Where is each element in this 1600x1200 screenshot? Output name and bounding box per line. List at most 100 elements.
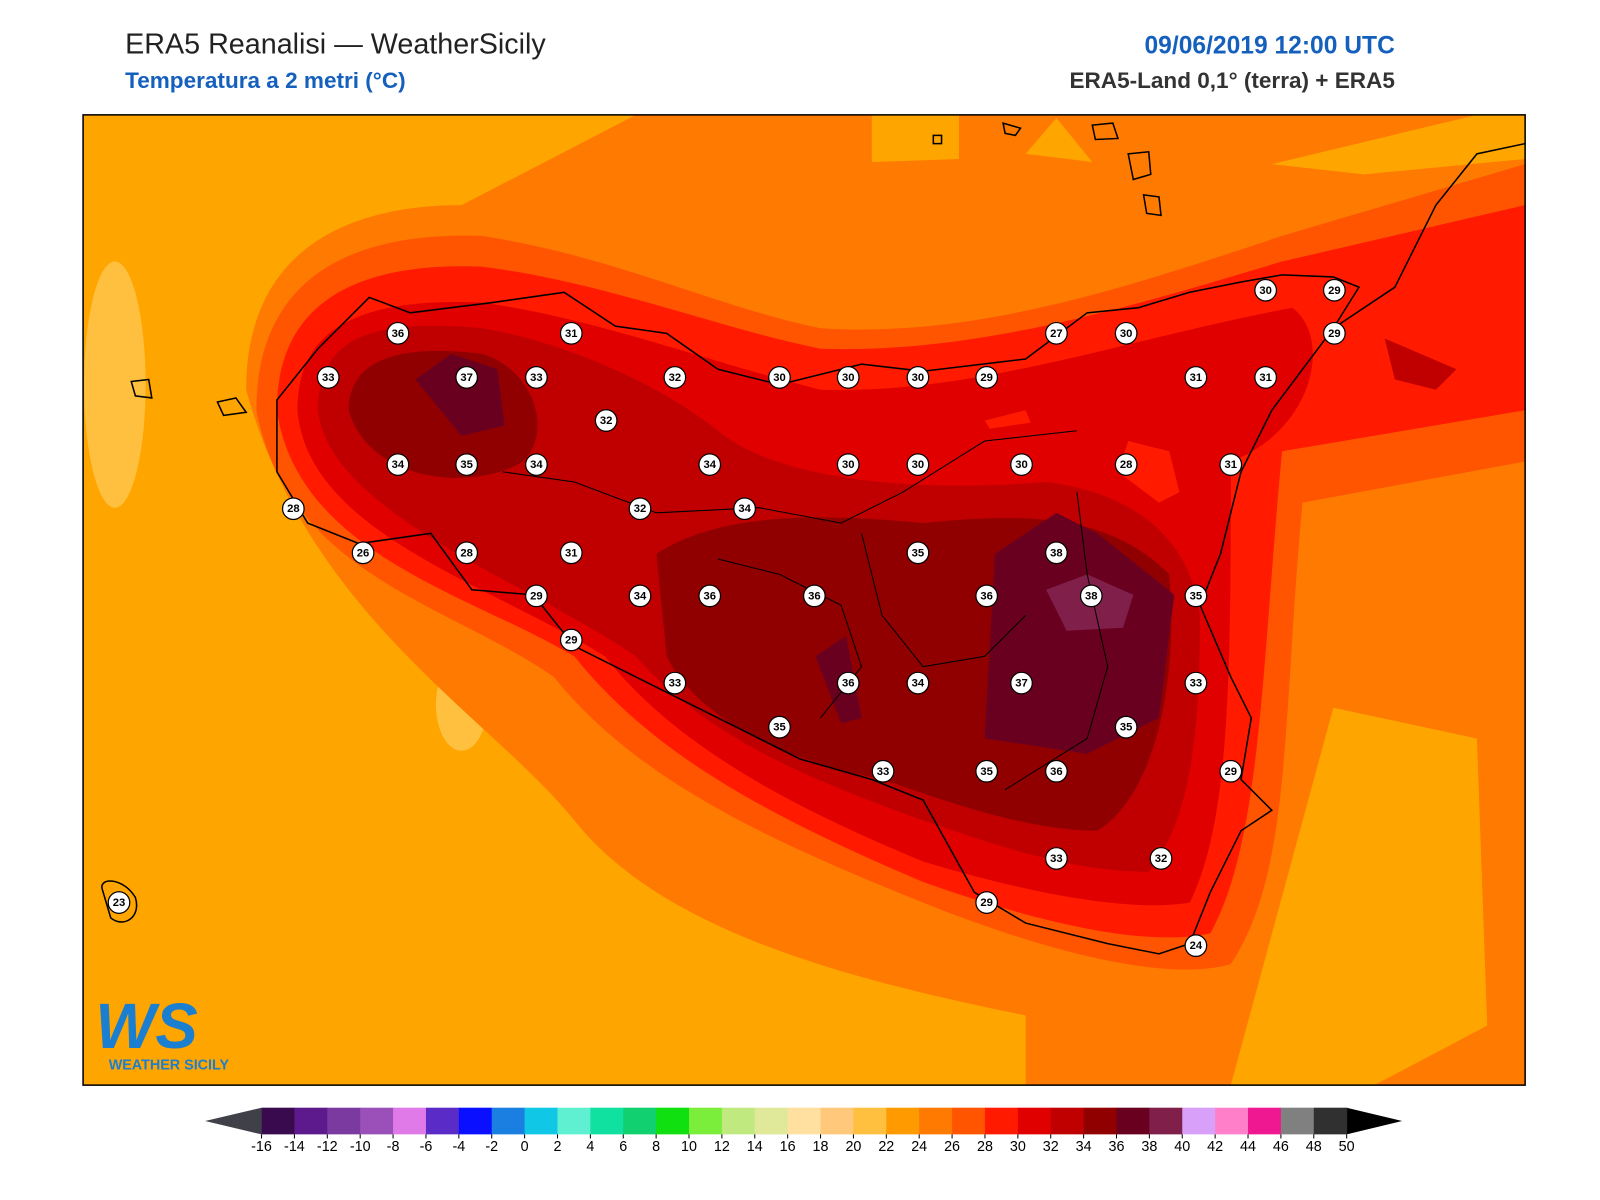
colorbar-tick-label: -16 (251, 1139, 272, 1155)
colorbar-tick-label: 44 (1240, 1139, 1256, 1155)
station-marker (386, 321, 410, 345)
station-marker (1322, 321, 1346, 345)
station-marker (1219, 759, 1243, 783)
station: 30 (768, 366, 791, 389)
station: 31 (1219, 453, 1243, 476)
station-marker (1184, 671, 1208, 695)
colorbar-segment (1280, 1107, 1315, 1135)
colorbar-segment (952, 1107, 986, 1135)
station-value: 29 (530, 590, 543, 602)
colorbar-tick-label: -6 (420, 1139, 433, 1155)
station-marker (1184, 366, 1208, 389)
station-value: 31 (565, 547, 578, 559)
station-marker (1322, 278, 1346, 302)
station: 36 (698, 584, 722, 608)
colorbar-segment (820, 1107, 854, 1135)
logo-name: WEATHER SICILY (109, 1058, 230, 1074)
colorbar-segment (1182, 1107, 1216, 1135)
station-value: 38 (1085, 590, 1098, 602)
station: 36 (386, 321, 410, 345)
source: ERA5-Land 0,1° (terra) + ERA5 (1069, 68, 1394, 93)
station-marker (351, 541, 375, 565)
station-value: 26 (357, 547, 370, 559)
station: 28 (1114, 453, 1138, 476)
station: 33 (871, 759, 895, 783)
colorbar-tick-label: 18 (813, 1139, 829, 1155)
colorbar-segment (1215, 1107, 1249, 1135)
field-band (1230, 707, 1488, 1086)
colorbar-segment (261, 1107, 295, 1135)
station: 30 (906, 453, 930, 476)
station-value: 30 (1120, 328, 1133, 340)
station-marker (525, 453, 548, 476)
station: 30 (1254, 278, 1278, 302)
station-value: 35 (460, 459, 473, 471)
colorbar-segment (754, 1107, 789, 1135)
colorbar-tick-label: 4 (586, 1139, 594, 1155)
colorbar: -16 -14 -12 -10 -8 -6 -4 -2 0 2 4 6 8 10 12 14 16 18 20 22 2… (205, 1107, 1403, 1155)
station-value: 28 (1120, 459, 1133, 471)
station-marker (698, 584, 722, 608)
colorbar-tick-label: 36 (1109, 1139, 1125, 1155)
station: 33 (525, 366, 548, 389)
station: 34 (525, 453, 548, 476)
colorbar-segment (1116, 1107, 1150, 1135)
station-value: 29 (565, 635, 578, 647)
colorbar-tick-label: 32 (1043, 1139, 1059, 1155)
station: 26 (351, 541, 375, 565)
station: 34 (386, 453, 410, 476)
station: 31 (1254, 366, 1278, 389)
station-marker (628, 584, 652, 608)
station-marker (871, 759, 895, 783)
colorbar-segment (689, 1107, 723, 1135)
station-value: 36 (1050, 766, 1063, 778)
colorbar-segment (623, 1107, 657, 1135)
colorbar-tick-label: -12 (317, 1139, 338, 1155)
station-marker (107, 891, 131, 914)
station-marker (1114, 453, 1138, 476)
colorbar-segment (886, 1107, 920, 1135)
station-marker (281, 497, 305, 521)
colorbar-segment (919, 1107, 953, 1135)
station-marker (1184, 934, 1208, 958)
colorbar-segment (557, 1107, 591, 1135)
station-value: 34 (530, 459, 543, 471)
colorbar-segment (294, 1107, 328, 1135)
station: 29 (1219, 759, 1243, 783)
station: 35 (768, 715, 791, 739)
station: 35 (975, 759, 999, 783)
station: 23 (107, 891, 131, 914)
station: 34 (628, 584, 652, 608)
colorbar-tick-label: -14 (284, 1139, 305, 1155)
colorbar-segment (1083, 1107, 1118, 1135)
colorbar-tick-label: 50 (1339, 1139, 1355, 1155)
station: 36 (836, 671, 860, 695)
colorbar-segment (458, 1107, 493, 1135)
station: 24 (1184, 934, 1208, 958)
station-value: 36 (980, 590, 993, 602)
colorbar-tick-label: 0 (521, 1139, 529, 1155)
station-marker (663, 366, 687, 389)
station: 37 (1010, 671, 1033, 695)
colorbar-segment (327, 1107, 361, 1135)
station: 34 (698, 453, 722, 476)
station-marker (1010, 453, 1033, 476)
station-value: 36 (808, 590, 821, 602)
colorbar-segment (721, 1107, 756, 1135)
station: 30 (836, 366, 860, 389)
station: 34 (906, 671, 930, 695)
station-value: 35 (773, 722, 786, 734)
station-value: 36 (842, 678, 855, 690)
colorbar-segment (590, 1107, 624, 1135)
station-value: 34 (738, 503, 751, 515)
station-marker (594, 409, 618, 432)
station-value: 36 (392, 328, 405, 340)
colorbar-tick-label: 12 (714, 1139, 730, 1155)
station-marker (1045, 321, 1068, 345)
station-marker (525, 584, 548, 608)
station-value: 29 (1328, 328, 1341, 340)
stations: 36 31 33 37 33 32 30 30 30 29 32 34 35 34 34 30 30 30 28 31… (107, 278, 1346, 958)
colorbar-segment (425, 1107, 460, 1135)
colorbar-tick-label: 28 (977, 1139, 993, 1155)
colorbar-tick-label: -2 (485, 1139, 498, 1155)
